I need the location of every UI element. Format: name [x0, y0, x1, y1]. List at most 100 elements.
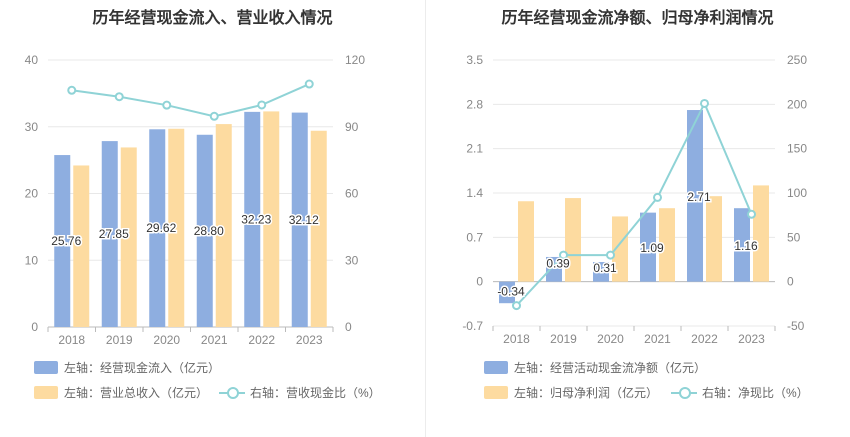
y-right-tick-label: 150: [787, 142, 807, 156]
x-tick-label: 2019: [106, 333, 133, 347]
chart-svg: 0 10 20 30 40 0 30 60 90 120 2018 2019 2020 2021 2022 2…: [25, 53, 366, 347]
y-left-tick-label: 0.7: [466, 230, 483, 244]
bar-secondary: [73, 165, 90, 327]
x-tick-label: 2022: [691, 332, 718, 346]
y-right-tick-label: 30: [345, 253, 359, 267]
y-right-tick-label: 60: [345, 187, 359, 201]
line-series: [71, 83, 310, 118]
y-right-tick-label: 250: [787, 53, 807, 67]
data-label: 0.39: [546, 257, 570, 271]
bar-primary: [196, 134, 213, 327]
bar-primary: [687, 110, 703, 282]
y-left-tick-label: 10: [25, 253, 39, 267]
y-left-tick-label: 1.4: [466, 186, 483, 200]
y-left-tick-label: 0: [476, 275, 483, 289]
bar-primary: [640, 212, 656, 282]
y-right-tick-label: 90: [345, 120, 359, 134]
legend-label: 左轴：经营活动现金流净额（亿元）: [514, 361, 707, 375]
bar-primary: [593, 262, 609, 282]
data-label: 1.16: [734, 239, 758, 253]
bar-secondary: [263, 111, 280, 328]
bar-primary: [54, 155, 71, 327]
data-label: 28.80: [194, 224, 224, 238]
chart-title: 历年经营现金流入、营业收入情况: [92, 10, 333, 27]
y-left-tick-label: 2.1: [466, 142, 483, 156]
data-label: 2.71: [687, 190, 711, 204]
x-tick-label: 2020: [597, 332, 624, 346]
legend-label: 左轴：经营现金流入（亿元）: [64, 361, 221, 375]
legend-label: 右轴：营收现金比（%）: [250, 386, 381, 400]
line-point: [114, 92, 124, 102]
data-label: -0.34: [497, 285, 525, 299]
bar-primary: [499, 281, 515, 304]
legend-item-bar-secondary[interactable]: 左轴：营业总收入（亿元）: [34, 384, 208, 401]
legend-swatch: [34, 361, 58, 374]
legend-item-line[interactable]: 右轴：营收现金比（%）: [219, 384, 381, 401]
bar-secondary: [518, 201, 534, 282]
legend-line-icon: [219, 386, 245, 399]
y-right-tick-label: 200: [787, 97, 807, 111]
y-left-tick-label: 40: [25, 53, 39, 67]
legend-item-bar-secondary[interactable]: 左轴：归母净利润（亿元）: [484, 384, 658, 401]
chart-title: 历年经营现金流净额、归母净利润情况: [501, 10, 774, 27]
bar-secondary: [565, 198, 581, 282]
legend-line-icon: [671, 386, 697, 399]
y-left-tick-label: -0.7: [462, 319, 483, 333]
legend-item-bar-primary[interactable]: 左轴：经营现金流入（亿元）: [34, 359, 220, 376]
y-right-tick-label: 120: [345, 53, 365, 67]
legend-label: 左轴：营业总收入（亿元）: [64, 386, 209, 400]
x-tick-label: 2019: [550, 332, 577, 346]
data-label: 32.12: [289, 213, 319, 227]
bar-secondary: [659, 208, 675, 282]
x-tick-label: 2022: [248, 333, 275, 347]
y-right-tick-label: 0: [787, 275, 794, 289]
chart-svg: -0.7 0 0.7 1.4 2.1 2.8 3.5 -50 0 50 100 150 200 250 20…: [462, 53, 807, 346]
line-point: [67, 85, 77, 95]
line-point: [209, 111, 219, 121]
legend-swatch: [484, 361, 508, 374]
x-tick-label: 2020: [153, 333, 180, 347]
bar-primary: [244, 111, 261, 328]
bar-secondary: [310, 130, 327, 327]
bar-primary: [101, 141, 118, 327]
x-tick-label: 2023: [738, 332, 765, 346]
line-point: [512, 301, 521, 311]
data-label: 27.85: [99, 227, 129, 241]
legend-label: 右轴：净现比（%）: [702, 386, 809, 400]
bar-secondary: [215, 124, 232, 327]
data-label: 29.62: [146, 221, 176, 235]
legend-label: 左轴：归母净利润（亿元）: [514, 386, 659, 400]
line-series: [515, 101, 753, 307]
data-label: 25.76: [51, 234, 81, 248]
line-point: [162, 100, 172, 110]
y-left-tick-label: 2.8: [466, 97, 483, 111]
x-tick-label: 2018: [503, 332, 530, 346]
bar-primary: [149, 129, 166, 327]
line-point: [700, 98, 709, 108]
x-tick-label: 2018: [58, 333, 85, 347]
y-left-tick-label: 20: [25, 187, 39, 201]
line-point: [653, 192, 662, 202]
bar-secondary: [612, 216, 628, 282]
panel-divider: [425, 0, 426, 437]
line-point: [257, 100, 267, 110]
data-label: 0.31: [593, 261, 617, 275]
bar-secondary: [706, 196, 722, 282]
x-tick-label: 2021: [201, 333, 228, 347]
bar-primary: [734, 208, 750, 282]
x-tick-label: 2023: [296, 333, 323, 347]
y-right-tick-label: -50: [787, 319, 805, 333]
legend-swatch: [484, 386, 508, 399]
y-left-tick-label: 3.5: [466, 53, 483, 67]
legend-item-line[interactable]: 右轴：净现比（%）: [671, 384, 809, 401]
data-label: 1.09: [640, 241, 664, 255]
x-tick-label: 2021: [644, 332, 671, 346]
line-point: [304, 79, 314, 89]
line-point: [606, 250, 615, 260]
legend-swatch: [34, 386, 58, 399]
line-point: [747, 209, 756, 219]
y-left-tick-label: 0: [31, 320, 38, 334]
chart-panel-cashflow-revenue: 历年经营现金流入、营业收入情况 0 10 20 30 40 0 30 60 90 120 2018 2…: [25, 10, 381, 401]
legend-item-bar-primary[interactable]: 左轴：经营活动现金流净额（亿元）: [484, 359, 706, 376]
data-label: 32.23: [241, 212, 271, 226]
